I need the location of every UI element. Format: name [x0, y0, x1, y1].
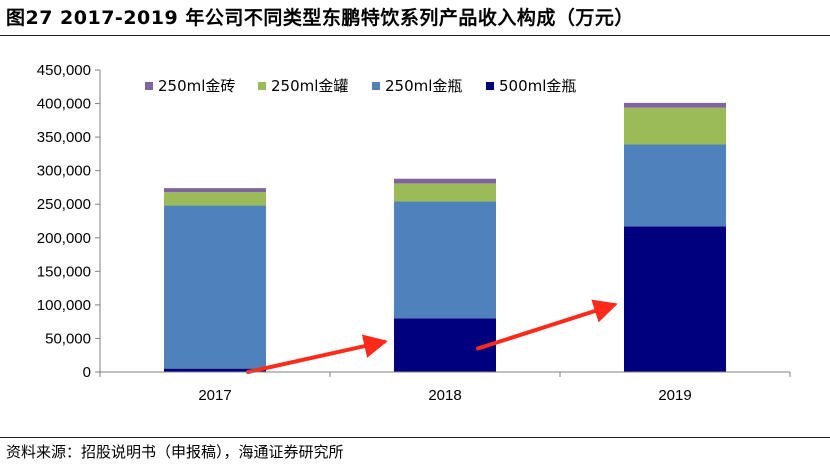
page-title: 图27 2017-2019 年公司不同类型东鹏特饮系列产品收入构成（万元）: [6, 7, 634, 29]
y-tick-label: 0: [83, 364, 91, 381]
legend-swatch: [258, 82, 266, 90]
legend-label: 500ml金瓶: [499, 77, 576, 95]
bar-2017-250ml金瓶: [164, 205, 266, 369]
bar-2018-250ml金罐: [394, 183, 496, 202]
bar-2017-250ml金砖: [164, 188, 266, 193]
legend-label: 250ml金瓶: [385, 77, 462, 95]
y-tick-label: 150,000: [37, 263, 91, 280]
bottom-divider: [0, 437, 830, 438]
x-tick-label: 2018: [428, 387, 461, 404]
y-tick-label: 400,000: [37, 96, 91, 113]
legend-swatch: [486, 82, 494, 90]
axes-layer: 0 50,000 100,000 150,000 200,000 250,000 300,0…: [37, 62, 791, 404]
legend-label: 250ml金砖: [158, 77, 235, 95]
x-tick-label: 2019: [658, 387, 691, 404]
bar-2018-500ml金瓶: [394, 318, 496, 372]
growth-arrow: [476, 299, 618, 351]
y-tick-label: 50,000: [45, 330, 91, 347]
legend-label: 250ml金罐: [271, 77, 348, 95]
y-tick-label: 450,000: [37, 62, 91, 79]
bar-2017-250ml金罐: [164, 192, 266, 206]
y-tick-label: 300,000: [37, 163, 91, 180]
bar-2019-500ml金瓶: [624, 226, 726, 372]
bars-layer: [164, 102, 726, 372]
growth-arrow: [246, 334, 388, 374]
arrows-layer: [246, 299, 618, 374]
bar-2019-250ml金瓶: [624, 144, 726, 227]
y-tick-label: 100,000: [37, 297, 91, 314]
source-note: 资料来源：招股说明书（申报稿），海通证券研究所: [6, 443, 344, 461]
bar-2018-250ml金瓶: [394, 201, 496, 319]
bar-2017-500ml金瓶: [164, 368, 266, 372]
bar-2019-250ml金罐: [624, 107, 726, 145]
bar-2019-250ml金砖: [624, 102, 726, 108]
top-divider: [0, 35, 830, 36]
legend-swatch: [372, 82, 380, 90]
y-tick-label: 250,000: [37, 196, 91, 213]
legend-swatch: [145, 82, 153, 90]
x-tick-label: 2017: [198, 387, 231, 404]
y-tick-label: 200,000: [37, 230, 91, 247]
chart-legend: 250ml金砖 250ml金罐 250ml金瓶 500ml金瓶: [145, 77, 576, 95]
y-tick-label: 350,000: [37, 129, 91, 146]
stacked-bar-chart: 250ml金砖 250ml金罐 250ml金瓶 500ml金瓶 0 50,000 100,…: [37, 62, 791, 404]
bar-2018-250ml金砖: [394, 178, 496, 184]
